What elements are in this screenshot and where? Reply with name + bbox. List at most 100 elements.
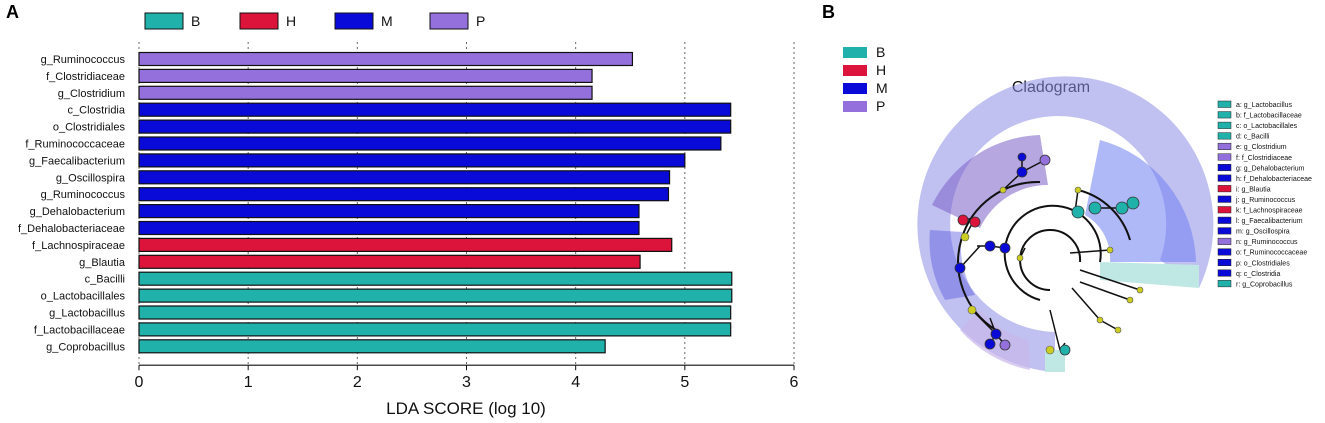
taxa-label: k: f_Lachnospiraceae — [1236, 208, 1303, 215]
node-leaf — [1136, 286, 1144, 294]
tree-branch-inner — [1019, 229, 1082, 291]
taxa-label: r: g_Coprobacillus — [1236, 281, 1293, 288]
legend-swatch — [144, 12, 184, 30]
node-leaf — [1126, 296, 1134, 304]
legend-label: B — [191, 13, 200, 29]
legend-swatch — [843, 101, 867, 112]
node-m-leaf — [1017, 152, 1027, 162]
cladogram — [917, 76, 1214, 372]
taxa-label: f: f_Clostridiaceae — [1236, 155, 1292, 162]
legend-swatch — [843, 83, 867, 94]
node-lactobacillales — [1088, 201, 1102, 215]
taxa-label: h: f_Dehalobacteriaceae — [1236, 176, 1312, 183]
x-tick-label: 6 — [790, 374, 799, 391]
taxa-label: n: g_Ruminococcus — [1236, 239, 1298, 246]
bar — [138, 51, 634, 67]
bar-chart-category-labels: g_Ruminococcus f_Clostridiaceae g_Clostrid… — [18, 54, 126, 353]
category-label: f_Dehalobacteriaceae — [18, 223, 125, 235]
bar-chart-bars — [138, 51, 733, 354]
node-dehalobacterium — [984, 338, 996, 350]
legend-swatch — [843, 47, 867, 58]
category-label: g_Oscillospira — [56, 172, 126, 184]
x-tick-label: 2 — [353, 374, 362, 391]
legend-label: P — [476, 13, 485, 29]
taxa-label: g: g_Dehalobacterium — [1236, 165, 1305, 172]
bar — [138, 119, 732, 134]
taxa-label: j: g_Ruminococcus — [1235, 197, 1296, 204]
category-label: g_Dehalobacterium — [30, 206, 125, 218]
bar — [138, 288, 733, 303]
node-faecalibacterium — [999, 242, 1011, 254]
category-label: o_Clostridiales — [53, 122, 126, 134]
node-dehalobacteriaceae — [990, 328, 1002, 340]
category-label: f_Ruminococcaceae — [25, 139, 125, 151]
category-label: g_Lactobacillus — [49, 308, 125, 320]
node-ruminococcaceae — [984, 240, 996, 252]
category-label: g_Ruminococcus — [41, 54, 126, 66]
legend-label: H — [876, 62, 886, 78]
node-lactobacillus — [1126, 196, 1140, 210]
node-leaf — [1074, 186, 1082, 194]
taxa-label: d: c_Bacilli — [1236, 134, 1270, 141]
bar — [138, 271, 733, 286]
bar — [138, 187, 670, 202]
clade-shading-bacilli — [1085, 140, 1196, 262]
legend-swatch — [334, 12, 374, 30]
category-label: c_Bacilli — [85, 274, 125, 286]
taxa-swatch — [1217, 164, 1232, 172]
bar — [138, 237, 673, 252]
taxa-swatch — [1217, 185, 1232, 193]
taxa-swatch — [1217, 142, 1232, 150]
category-label: g_Clostridium — [58, 88, 125, 100]
x-axis-title: LDA SCORE (log 10) — [386, 399, 546, 418]
category-label: g_Blautia — [79, 257, 126, 269]
taxa-swatch — [1217, 132, 1232, 140]
node-leaf — [1045, 345, 1055, 355]
taxa-label: i: g_Blautia — [1236, 186, 1271, 193]
taxa-label: e: g_Clostridium — [1236, 144, 1287, 151]
bar — [138, 85, 593, 100]
bar — [138, 254, 641, 269]
bar — [138, 153, 686, 168]
taxa-label: b: f_Lactobacillaceae — [1236, 113, 1302, 120]
category-label: c_Clostridia — [68, 105, 126, 117]
category-label: g_Ruminococcus — [41, 189, 126, 201]
bar — [138, 136, 722, 151]
legend-label: H — [286, 13, 296, 29]
taxa-swatch — [1217, 174, 1232, 182]
bar-chart-grid — [138, 42, 795, 366]
node-blautia — [957, 214, 969, 226]
taxa-swatch — [1217, 216, 1232, 224]
taxa-swatch — [1217, 259, 1232, 266]
legend-swatch — [429, 12, 469, 30]
taxa-swatch — [1217, 195, 1232, 203]
taxa-swatch — [1217, 237, 1232, 245]
legend-swatch — [239, 12, 279, 30]
category-label: g_Coprobacillus — [46, 341, 125, 353]
taxa-label: q: c_Clostridia — [1236, 271, 1280, 278]
taxa-label: l: g_Faecalibacterium — [1236, 218, 1303, 225]
cladogram-taxa-legend: a: g_Lactobacillus b: f_Lactobacillaceaec… — [1217, 100, 1312, 288]
clade-shading-ruminococcus — [960, 310, 1030, 370]
legend-label: B — [876, 44, 885, 60]
taxa-swatch — [1217, 153, 1232, 161]
category-label: o_Lactobacillales — [41, 291, 126, 303]
taxa-label: c: o_Lactobacillales — [1236, 123, 1298, 130]
legend-swatch — [843, 65, 867, 76]
node-lactobacillaceae — [1115, 201, 1129, 215]
bar — [138, 339, 606, 354]
taxa-label: a: g_Lactobacillus — [1236, 102, 1293, 109]
node-oscillospira — [954, 262, 966, 274]
category-label: f_Lachnospiraceae — [32, 240, 125, 252]
node-leaf — [960, 232, 970, 242]
bar — [138, 102, 732, 117]
x-tick-label: 4 — [571, 374, 580, 391]
node-leaf — [1114, 326, 1122, 334]
bar — [138, 204, 640, 219]
tree-branch-root — [1003, 204, 1102, 301]
legend-label: M — [381, 13, 393, 29]
clade-shading-clostridia — [917, 76, 1214, 372]
